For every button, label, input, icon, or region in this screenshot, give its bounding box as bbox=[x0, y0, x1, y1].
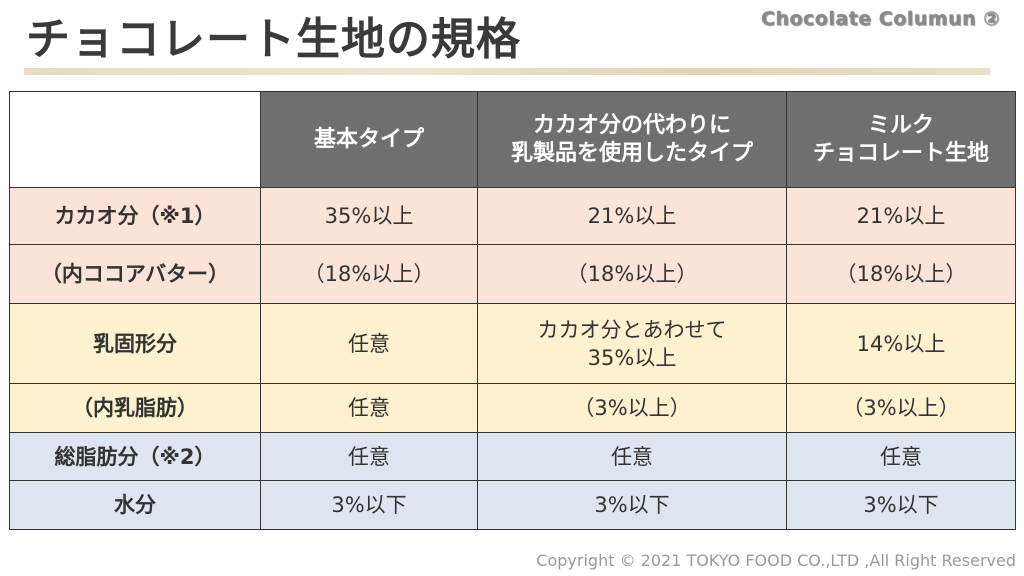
table-cell: （18%以上） bbox=[477, 244, 787, 304]
row-label: カカオ分（※1） bbox=[9, 187, 261, 245]
column-header-label: 基本タイプ bbox=[313, 126, 424, 152]
table-cell: （3%以上） bbox=[786, 383, 1016, 433]
page-title: チョコレート生地の規格 bbox=[26, 14, 521, 65]
table-cell: 3%以下 bbox=[786, 480, 1016, 530]
row-label: （内ココアバター） bbox=[9, 244, 261, 304]
table-cell: 任意 bbox=[260, 303, 478, 384]
table-row: 水分 3%以下 3%以下 3%以下 bbox=[9, 480, 1016, 530]
table-cell: 35%以上 bbox=[260, 187, 478, 245]
table-cell: 21%以上 bbox=[786, 187, 1016, 245]
column-header-milk: ミルク チョコレート生地 bbox=[786, 91, 1016, 188]
column-header-label: ミルク チョコレート生地 bbox=[812, 112, 989, 166]
table-cell: 任意 bbox=[260, 383, 478, 433]
table-cell: カカオ分とあわせて 35%以上 bbox=[477, 303, 787, 384]
table-row: （内乳脂肪） 任意 （3%以上） （3%以上） bbox=[9, 383, 1016, 433]
table-cell: （3%以上） bbox=[477, 383, 787, 433]
column-header-dairy: カカオ分の代わりに 乳製品を使用したタイプ bbox=[477, 91, 787, 188]
spec-table: 基本タイプ カカオ分の代わりに 乳製品を使用したタイプ ミルク チョコレート生地… bbox=[9, 91, 1016, 530]
series-label: Chocolate Columun ② bbox=[761, 8, 1000, 30]
table-cell: 3%以下 bbox=[477, 480, 787, 530]
table-row: 乳固形分 任意 カカオ分とあわせて 35%以上 14%以上 bbox=[9, 303, 1016, 384]
table-cell: 任意 bbox=[477, 432, 787, 481]
table-row: 総脂肪分（※2） 任意 任意 任意 bbox=[9, 432, 1016, 481]
row-label: 総脂肪分（※2） bbox=[9, 432, 261, 481]
table-cell: 21%以上 bbox=[477, 187, 787, 245]
table-cell: 任意 bbox=[260, 432, 478, 481]
row-label: （内乳脂肪） bbox=[9, 383, 261, 433]
column-header-label: カカオ分の代わりに 乳製品を使用したタイプ bbox=[510, 112, 753, 166]
column-header-basic: 基本タイプ bbox=[260, 91, 478, 188]
title-underline bbox=[24, 68, 990, 75]
table-cell: 14%以上 bbox=[786, 303, 1016, 384]
table-corner-cell bbox=[9, 91, 261, 188]
table-cell: （18%以上） bbox=[260, 244, 478, 304]
table-row: （内ココアバター） （18%以上） （18%以上） （18%以上） bbox=[9, 244, 1016, 304]
row-label: 水分 bbox=[9, 480, 261, 530]
table-cell: 任意 bbox=[786, 432, 1016, 481]
table-cell: （18%以上） bbox=[786, 244, 1016, 304]
table-cell: 3%以下 bbox=[260, 480, 478, 530]
copyright-notice: Copyright © 2021 TOKYO FOOD CO.,LTD ,All… bbox=[536, 551, 1016, 570]
row-label: 乳固形分 bbox=[9, 303, 261, 384]
table-row: カカオ分（※1） 35%以上 21%以上 21%以上 bbox=[9, 187, 1016, 245]
table-header-row: 基本タイプ カカオ分の代わりに 乳製品を使用したタイプ ミルク チョコレート生地 bbox=[9, 91, 1016, 188]
